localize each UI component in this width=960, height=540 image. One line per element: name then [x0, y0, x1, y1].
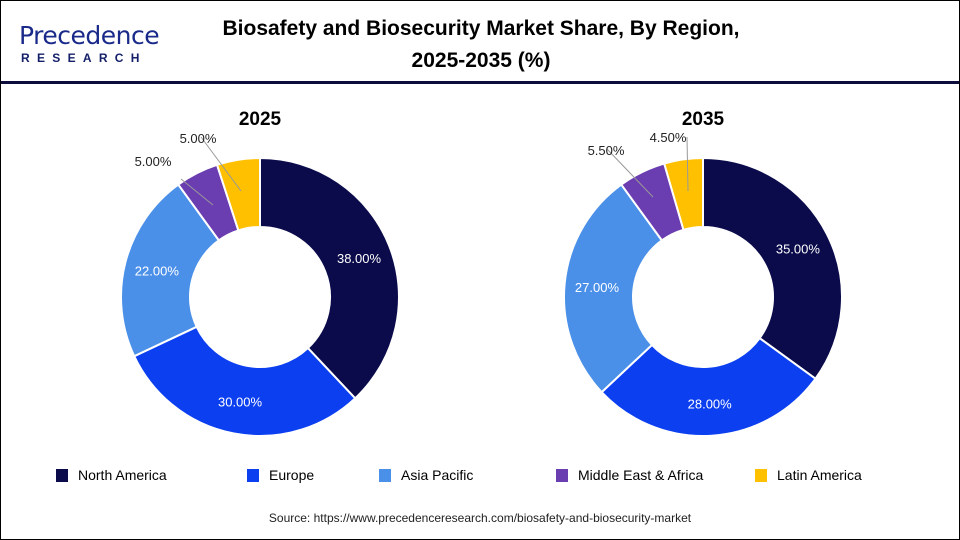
- slice-asia-pacific: [563, 183, 664, 394]
- data-label: 38.00%: [337, 251, 382, 266]
- logo-subtext: RESEARCH: [21, 51, 147, 65]
- slice-north-america: [259, 156, 400, 400]
- title-line-2: 2025-2035 (%): [411, 49, 551, 72]
- legend-label: Europe: [269, 467, 315, 483]
- slice-latin-america: [662, 156, 704, 232]
- legend-swatch: [56, 468, 68, 482]
- slice-europe: [132, 325, 357, 437]
- data-label: 35.00%: [776, 242, 821, 257]
- data-label: 28.00%: [688, 396, 733, 411]
- legend-item: Europe: [247, 467, 314, 483]
- legend-label: Middle East & Africa: [578, 467, 704, 483]
- legend-item: North America: [56, 467, 167, 483]
- legend-label: North America: [78, 467, 167, 483]
- data-label: 27.00%: [575, 280, 620, 295]
- legend-item: Middle East & Africa: [556, 467, 703, 483]
- chart-title-2035: 2035: [682, 109, 725, 130]
- data-label: 5.50%: [588, 143, 625, 158]
- logo-text: Precedence: [19, 21, 160, 50]
- source-note: Source: https://www.precedenceresearch.c…: [268, 511, 692, 525]
- legend-label: Latin America: [777, 467, 862, 483]
- data-label: 5.00%: [135, 154, 172, 169]
- legend-swatch: [755, 468, 767, 482]
- legend-item: Latin America: [755, 467, 862, 483]
- chart-title-2025: 2025: [239, 109, 282, 130]
- legend-swatch: [247, 468, 259, 482]
- legend-swatch: [379, 468, 391, 482]
- legend-swatch: [556, 468, 568, 482]
- slice-latin-america: [215, 156, 261, 232]
- data-label: 4.50%: [650, 130, 687, 145]
- legend-item: Asia Pacific: [379, 467, 473, 483]
- leader-line: [180, 178, 214, 206]
- slice-asia-pacific: [120, 183, 221, 358]
- chart-title: Biosafety and Biosecurity Market Share, …: [201, 13, 761, 77]
- leader-line: [686, 136, 689, 192]
- data-label: 30.00%: [218, 395, 263, 410]
- leader-line: [606, 148, 654, 198]
- slice-north-america: [702, 156, 843, 381]
- slice-europe: [600, 336, 817, 437]
- data-label: 5.00%: [180, 131, 217, 146]
- data-label: 22.00%: [135, 264, 180, 279]
- logo: Precedence RESEARCH: [19, 21, 160, 65]
- header-divider: [1, 81, 959, 84]
- legend-label: Asia Pacific: [401, 467, 474, 483]
- title-line-1: Biosafety and Biosecurity Market Share, …: [222, 17, 740, 40]
- legend: North America Europe Asia Pacific Middle Ea…: [1, 467, 959, 487]
- leader-line: [200, 136, 242, 192]
